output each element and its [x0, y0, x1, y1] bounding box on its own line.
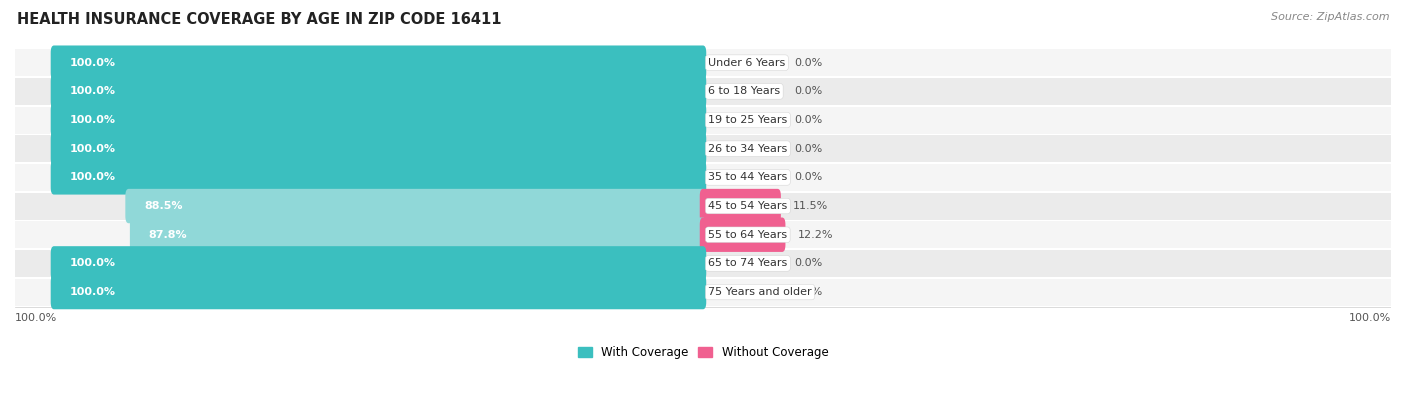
Bar: [15, 221, 1391, 248]
Bar: [15, 278, 1391, 305]
Text: 0.0%: 0.0%: [794, 86, 823, 96]
Text: 100.0%: 100.0%: [69, 115, 115, 125]
Text: Source: ZipAtlas.com: Source: ZipAtlas.com: [1271, 12, 1389, 22]
Bar: [15, 49, 1391, 76]
Text: 55 to 64 Years: 55 to 64 Years: [709, 230, 787, 240]
Text: 35 to 44 Years: 35 to 44 Years: [709, 172, 787, 182]
Text: 0.0%: 0.0%: [794, 115, 823, 125]
Text: 100.0%: 100.0%: [69, 144, 115, 154]
FancyBboxPatch shape: [51, 132, 706, 166]
FancyBboxPatch shape: [700, 189, 780, 223]
Bar: [15, 107, 1391, 134]
Text: Under 6 Years: Under 6 Years: [709, 58, 786, 68]
Text: 100.0%: 100.0%: [1348, 313, 1391, 323]
Text: 26 to 34 Years: 26 to 34 Years: [709, 144, 787, 154]
Text: 100.0%: 100.0%: [69, 287, 115, 297]
Text: 100.0%: 100.0%: [69, 58, 115, 68]
Text: 100.0%: 100.0%: [69, 86, 115, 96]
Text: 0.0%: 0.0%: [794, 287, 823, 297]
FancyBboxPatch shape: [51, 246, 706, 281]
Text: 65 to 74 Years: 65 to 74 Years: [709, 259, 787, 269]
Text: 12.2%: 12.2%: [797, 230, 834, 240]
Text: HEALTH INSURANCE COVERAGE BY AGE IN ZIP CODE 16411: HEALTH INSURANCE COVERAGE BY AGE IN ZIP …: [17, 12, 502, 27]
FancyBboxPatch shape: [51, 103, 706, 137]
Text: 0.0%: 0.0%: [794, 259, 823, 269]
Bar: [15, 164, 1391, 191]
Text: 45 to 54 Years: 45 to 54 Years: [709, 201, 787, 211]
Text: 100.0%: 100.0%: [69, 259, 115, 269]
Bar: [15, 78, 1391, 105]
FancyBboxPatch shape: [700, 217, 786, 252]
Text: 88.5%: 88.5%: [145, 201, 183, 211]
Bar: [15, 193, 1391, 220]
FancyBboxPatch shape: [51, 160, 706, 195]
FancyBboxPatch shape: [125, 189, 706, 223]
FancyBboxPatch shape: [51, 46, 706, 80]
Text: 11.5%: 11.5%: [793, 201, 828, 211]
Text: 100.0%: 100.0%: [15, 313, 58, 323]
Text: 0.0%: 0.0%: [794, 172, 823, 182]
Text: 0.0%: 0.0%: [794, 58, 823, 68]
Text: 87.8%: 87.8%: [149, 230, 187, 240]
Bar: [15, 250, 1391, 277]
FancyBboxPatch shape: [51, 74, 706, 109]
Text: 100.0%: 100.0%: [69, 172, 115, 182]
Legend: With Coverage, Without Coverage: With Coverage, Without Coverage: [572, 341, 834, 364]
Text: 19 to 25 Years: 19 to 25 Years: [709, 115, 787, 125]
Text: 6 to 18 Years: 6 to 18 Years: [709, 86, 780, 96]
FancyBboxPatch shape: [129, 217, 706, 252]
FancyBboxPatch shape: [51, 275, 706, 309]
Text: 0.0%: 0.0%: [794, 144, 823, 154]
Bar: [15, 135, 1391, 162]
Text: 75 Years and older: 75 Years and older: [709, 287, 811, 297]
